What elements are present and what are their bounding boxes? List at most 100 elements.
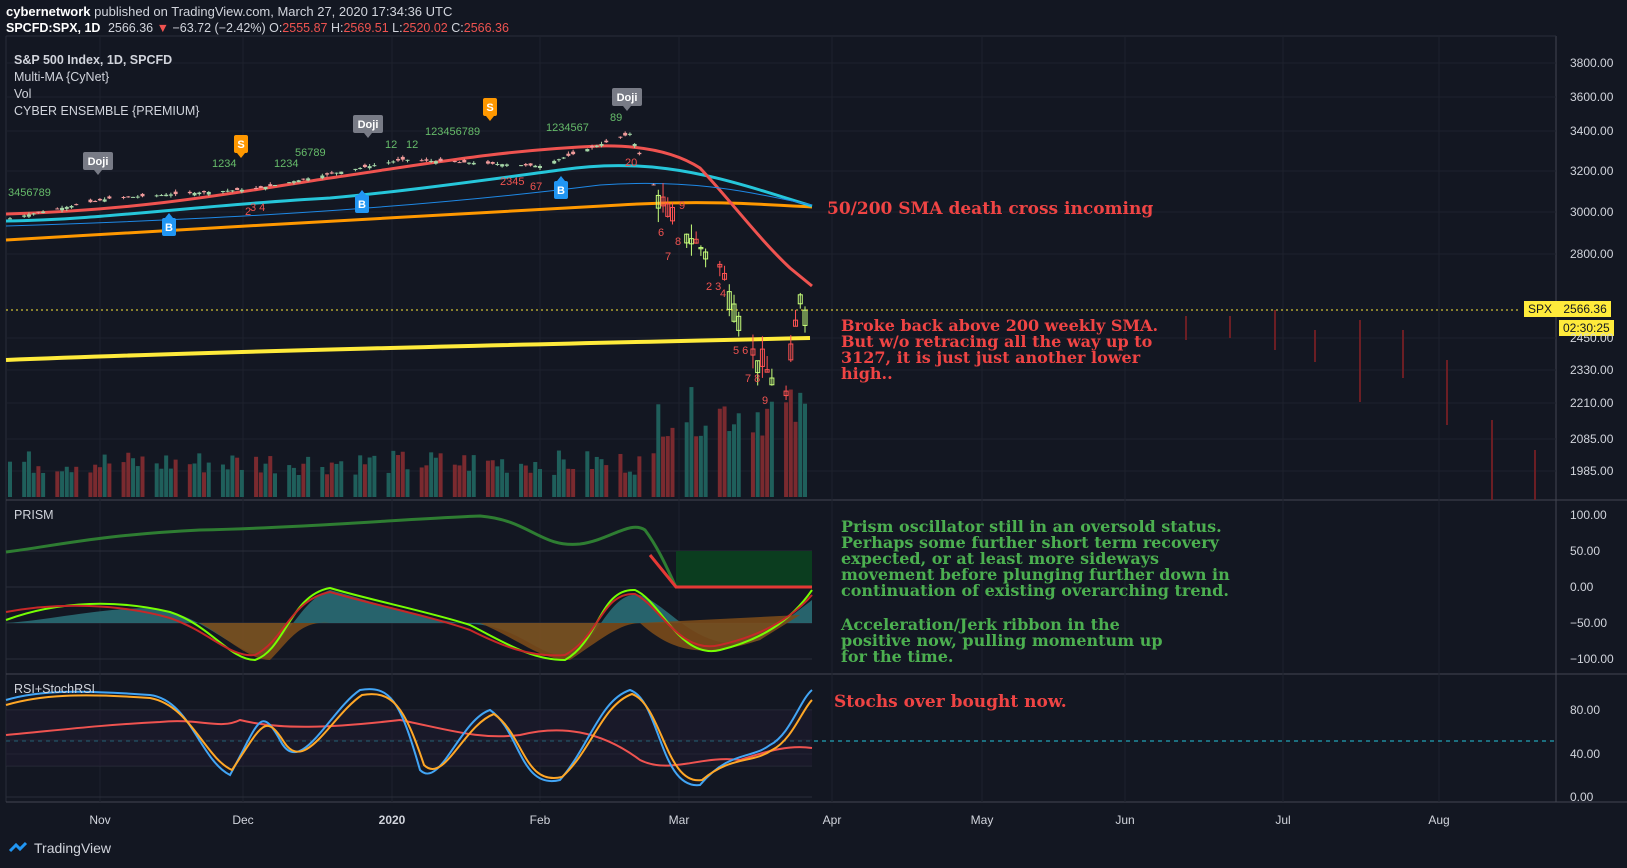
- volume-bar: [329, 462, 334, 497]
- candle-body: [325, 173, 330, 175]
- price-tick: 3200.00: [1570, 164, 1614, 178]
- volume-bar: [452, 464, 457, 497]
- candle-body: [36, 211, 41, 213]
- chart-legend: S&P 500 Index, 1D, SPCFD Multi-MA {CyNet…: [14, 52, 199, 120]
- candle-body: [55, 208, 60, 210]
- candle-body: [533, 165, 538, 168]
- candle-body: [538, 166, 542, 169]
- volume-bar: [220, 464, 225, 497]
- candle-body: [485, 161, 490, 164]
- sell-tag: [483, 98, 497, 116]
- rsi-label[interactable]: RSI+StochRSI: [14, 682, 95, 696]
- volume-bar: [788, 389, 793, 497]
- candle-body: [220, 191, 225, 193]
- volume-bar: [206, 462, 211, 497]
- volume-bar: [64, 466, 69, 497]
- volume-bar: [88, 472, 93, 497]
- count-label: 7 8: [745, 373, 760, 385]
- price-tick: 2800.00: [1570, 247, 1614, 261]
- time-tick: Dec: [232, 813, 254, 827]
- candle-body: [627, 133, 632, 135]
- time-tick: 2020: [378, 813, 406, 827]
- volume-bar: [424, 465, 429, 497]
- volume-bar: [287, 465, 292, 497]
- candle-body: [202, 190, 207, 193]
- volume-bar: [798, 392, 803, 497]
- change-value: −63.72 (−2.42%): [172, 21, 266, 35]
- volume-bar: [230, 455, 235, 497]
- volume-bar: [41, 472, 46, 497]
- volume-bar: [722, 406, 727, 497]
- sma-weekly-200: [5, 336, 811, 362]
- brand-label[interactable]: TradingView: [34, 840, 112, 856]
- candle-body: [154, 195, 159, 197]
- candle-body: [405, 159, 410, 161]
- time-tick: Jul: [1275, 813, 1291, 827]
- volume-bar: [69, 472, 74, 497]
- prism-label[interactable]: PRISM: [14, 508, 54, 522]
- legend-volume[interactable]: Vol: [14, 87, 32, 101]
- prism-tick: −50.00: [1570, 616, 1608, 630]
- volume-bar: [135, 466, 140, 497]
- candle-body: [688, 238, 694, 245]
- candle-body: [135, 196, 140, 198]
- candle-body: [504, 164, 509, 166]
- legend-multi-ma[interactable]: Multi-MA {CyNet}: [14, 70, 110, 84]
- volume-bar: [258, 472, 263, 497]
- candle-body: [660, 196, 666, 207]
- candle-body: [467, 162, 472, 164]
- symbol-badge: SPX 2566.36: [1524, 301, 1611, 317]
- prism-oversold-line: [648, 554, 812, 589]
- volume-bar: [689, 387, 694, 497]
- volume-bar: [429, 452, 434, 497]
- volume-bar: [769, 401, 774, 497]
- candle-body: [452, 161, 457, 163]
- candle-body: [604, 140, 609, 143]
- volume-bar: [732, 424, 737, 497]
- volume-bar: [419, 467, 424, 497]
- candle-body: [599, 143, 604, 146]
- candle-body: [618, 136, 623, 138]
- candle-body: [755, 360, 761, 374]
- candle-body: [698, 247, 704, 250]
- candle-body: [788, 343, 794, 361]
- count-label: 123456789: [425, 126, 480, 138]
- candle-body: [731, 303, 737, 322]
- count-label: 1234: [212, 158, 236, 170]
- symbol-label: SPCFD:SPX, 1D: [6, 21, 101, 35]
- volume-bar: [320, 467, 325, 497]
- volume-bar: [717, 408, 722, 497]
- volume-bar: [661, 436, 666, 497]
- candle-body: [41, 211, 46, 213]
- price-tick: 2210.00: [1570, 396, 1614, 410]
- count-label: 1234567: [546, 122, 589, 134]
- price-tick: 3800.00: [1570, 56, 1614, 70]
- volume-bar: [637, 456, 642, 497]
- candle-body: [424, 159, 429, 161]
- candle-body: [726, 291, 732, 310]
- candle-body: [462, 159, 467, 163]
- close-value: 2566.36: [463, 21, 509, 35]
- volume-bar: [670, 427, 675, 497]
- legend-title[interactable]: S&P 500 Index, 1D, SPCFD: [14, 53, 173, 67]
- count-label: 3456789: [8, 187, 51, 199]
- volume-bar: [362, 464, 367, 497]
- candle-body: [296, 180, 301, 183]
- candle-body: [131, 196, 136, 198]
- candle-body: [471, 162, 476, 165]
- volume-bar: [698, 435, 703, 497]
- candle-body: [571, 151, 576, 155]
- buy-tag: [554, 181, 568, 199]
- candle-body: [121, 196, 126, 198]
- candle-body: [400, 156, 405, 160]
- legend-cyber-ensemble[interactable]: CYBER ENSEMBLE {PREMIUM}: [14, 104, 200, 118]
- count-label: 9: [679, 200, 685, 212]
- doji-tag: [612, 88, 642, 106]
- candle-body: [353, 168, 358, 170]
- author-name[interactable]: cybernetwork: [6, 4, 91, 19]
- volume-bar: [339, 461, 344, 497]
- candle-body: [429, 160, 434, 162]
- candle-body: [693, 238, 699, 244]
- volume-bar: [694, 436, 699, 497]
